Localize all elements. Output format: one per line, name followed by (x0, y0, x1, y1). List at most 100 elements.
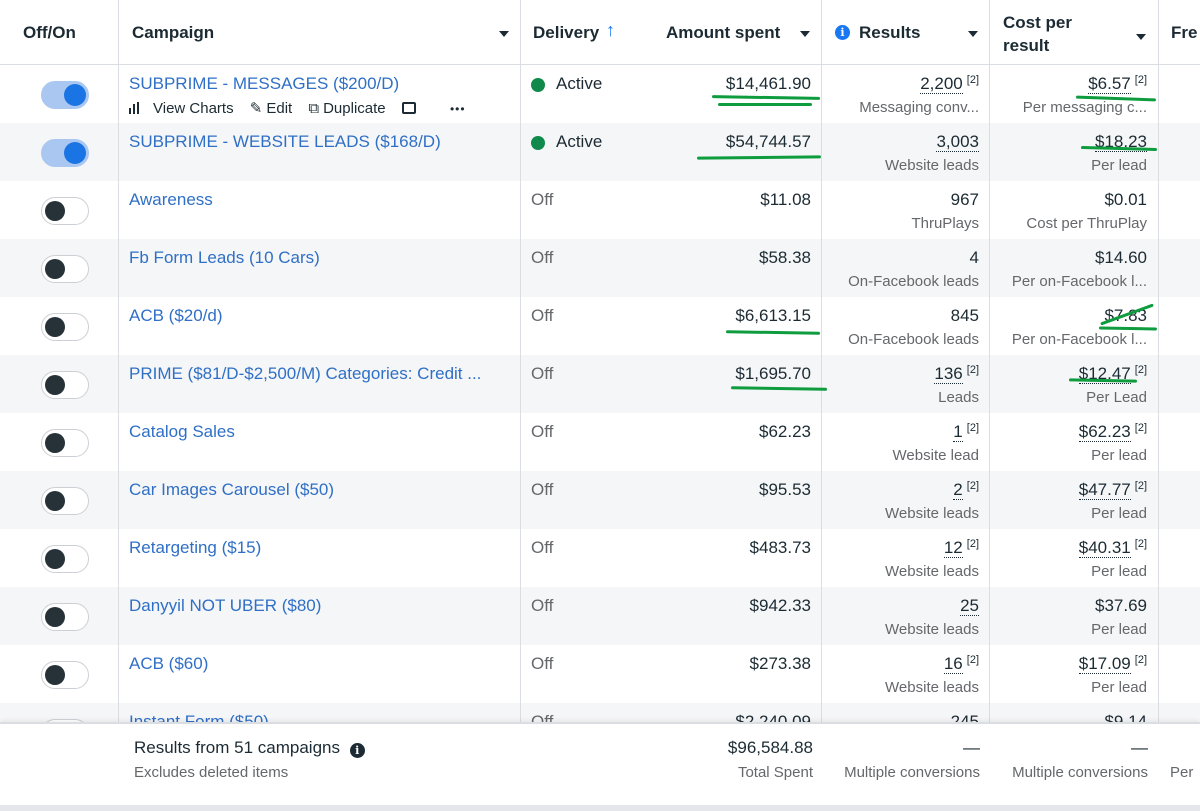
cost-per-result-type: Per messaging c... (1022, 99, 1147, 116)
cost-per-result-value[interactable]: $40.31 [2] (1078, 538, 1147, 558)
chevron-down-icon[interactable] (800, 31, 810, 37)
view-charts-button[interactable]: View Charts (129, 100, 234, 117)
campaign-name-link[interactable]: ACB ($60) (129, 654, 209, 673)
campaign-name-link[interactable]: SUBPRIME - WEBSITE LEADS ($168/D) (129, 132, 441, 151)
amount-spent: $62.23 (759, 422, 811, 441)
campaign-toggle[interactable] (41, 197, 89, 225)
campaign-toggle[interactable] (41, 139, 89, 167)
cost-per-result-value[interactable]: $14.60 (1095, 248, 1147, 268)
info-icon[interactable]: i (835, 25, 850, 40)
campaign-toggle[interactable] (41, 487, 89, 515)
campaign-name-link[interactable]: Awareness (129, 190, 213, 209)
table-row[interactable]: Fb Form Leads (10 Cars) Off $58.38 4 On-Face… (0, 239, 1200, 297)
col-header-cost-per-result[interactable]: Cost per result (990, 0, 1159, 65)
image-icon[interactable] (401, 102, 416, 114)
summary-amount: $96,584.88 (727, 738, 813, 757)
delivery-status: Off (531, 422, 554, 441)
table-row[interactable]: Awareness Off $11.08 967 ThruPlays $0.01 Cost … (0, 181, 1200, 239)
table-row[interactable]: Car Images Carousel ($50) Off $95.53 2 [2] We… (0, 471, 1200, 529)
cost-per-result-value[interactable]: $62.23 [2] (1078, 422, 1147, 442)
delivery-status: Off (531, 248, 554, 267)
col-header-campaign[interactable]: Campaign (119, 0, 521, 65)
result-footnote: [2] (966, 422, 979, 434)
cost-per-result-type: Per lead (1091, 679, 1147, 696)
column-divider (118, 0, 119, 811)
delivery-status: Active (556, 132, 603, 151)
info-icon[interactable]: i (349, 743, 365, 758)
campaign-toggle[interactable] (41, 603, 89, 631)
result-value[interactable]: 25 (960, 596, 979, 616)
cost-per-result-value[interactable]: $6.57 [2] (1088, 74, 1147, 94)
table-row[interactable]: Catalog Sales Off $62.23 1 [2] Website lead $6… (0, 413, 1200, 471)
campaign-name-link[interactable]: SUBPRIME - MESSAGES ($200/D) (129, 74, 400, 93)
chevron-down-icon[interactable] (499, 31, 509, 37)
summary-results-label: Multiple conversions (844, 764, 980, 781)
cpr-footnote: [2] (1134, 364, 1147, 376)
campaign-toggle[interactable] (41, 545, 89, 573)
duplicate-button[interactable]: ⧉ Duplicate (308, 100, 385, 117)
table-row[interactable]: ACB ($20/d) Off $6,613.15 845 On-Facebook le… (0, 297, 1200, 355)
table-row[interactable]: Danyyil NOT UBER ($80) Off $942.33 25 Websit… (0, 587, 1200, 645)
campaign-toggle[interactable] (41, 255, 89, 283)
col-header-off-on[interactable]: Off/On (0, 0, 119, 65)
campaign-toggle[interactable] (41, 313, 89, 341)
campaign-name-link[interactable]: Fb Form Leads (10 Cars) (129, 248, 320, 267)
campaign-name-link[interactable]: Retargeting ($15) (129, 538, 262, 557)
result-value[interactable]: 967 (951, 190, 979, 210)
campaign-toggle[interactable] (41, 661, 89, 689)
table-row[interactable]: Retargeting ($15) Off $483.73 12 [2] Website … (0, 529, 1200, 587)
arrow-up-icon[interactable]: ↑ (606, 20, 615, 40)
col-header-delivery[interactable]: Delivery ↑ (521, 0, 641, 65)
summary-cpr: — (1131, 738, 1148, 757)
col-header-frequency[interactable]: Fre (1159, 0, 1200, 65)
col-header-results[interactable]: i Results (822, 0, 990, 65)
horizontal-scrollbar[interactable] (0, 805, 1200, 811)
chevron-down-icon[interactable] (1136, 34, 1146, 40)
table-row[interactable]: PRIME ($81/D-$2,500/M) Categories: Credi… (0, 355, 1200, 413)
toggle-knob (45, 549, 65, 569)
result-value[interactable]: 2 [2] (953, 480, 979, 500)
amount-spent: $6,613.15 (735, 306, 811, 325)
column-divider (1158, 0, 1159, 811)
result-value[interactable]: 2,200 [2] (920, 74, 979, 94)
cost-per-result-value[interactable]: $0.01 (1104, 190, 1147, 210)
chevron-down-icon[interactable] (968, 31, 978, 37)
cost-per-result-number: $40.31 (1078, 538, 1131, 558)
cost-per-result-value[interactable]: $17.09 [2] (1078, 654, 1147, 674)
more-options-icon[interactable]: ••• (449, 102, 466, 116)
toggle-knob (64, 142, 86, 164)
amount-spent: $1,695.70 (735, 364, 811, 383)
result-value[interactable]: 136 [2] (934, 364, 979, 384)
table-row[interactable]: SUBPRIME - WEBSITE LEADS ($168/D) Active $… (0, 123, 1200, 181)
toggle-knob (45, 317, 65, 337)
result-number: 1 (953, 422, 963, 442)
cpr-footnote: [2] (1134, 422, 1147, 434)
result-value[interactable]: 16 [2] (943, 654, 979, 674)
delivery-status: Off (531, 364, 554, 383)
campaign-toggle[interactable] (41, 371, 89, 399)
cost-per-result-value[interactable]: $47.77 [2] (1078, 480, 1147, 500)
result-value[interactable]: 12 [2] (943, 538, 979, 558)
campaign-name-link[interactable]: ACB ($20/d) (129, 306, 223, 325)
cost-per-result-value[interactable]: $12.47 [2] (1078, 364, 1147, 384)
result-value[interactable]: 4 (970, 248, 979, 268)
campaign-toggle[interactable] (41, 429, 89, 457)
table-row[interactable]: SUBPRIME - MESSAGES ($200/D) View Charts… (0, 65, 1200, 123)
column-divider (989, 0, 990, 811)
campaign-toggle[interactable] (41, 81, 89, 109)
result-value[interactable]: 1 [2] (953, 422, 979, 442)
result-number: 25 (960, 596, 979, 616)
summary-title-text: Results from 51 campaigns (134, 738, 340, 757)
edit-button[interactable]: ✎ Edit (250, 100, 292, 117)
campaign-name-link[interactable]: Car Images Carousel ($50) (129, 480, 335, 499)
campaign-name-link[interactable]: PRIME ($81/D-$2,500/M) Categories: Credi… (129, 364, 482, 383)
table-row[interactable]: ACB ($60) Off $273.38 16 [2] Website leads $17… (0, 645, 1200, 703)
campaign-name-link[interactable]: Catalog Sales (129, 422, 235, 441)
col-header-amount-spent[interactable]: Amount spent (641, 0, 822, 65)
result-value[interactable]: 845 (951, 306, 979, 326)
cost-per-result-value[interactable]: $37.69 (1095, 596, 1147, 616)
cost-per-result-type: Per lead (1091, 157, 1147, 174)
result-value[interactable]: 3,003 (936, 132, 979, 152)
campaign-name-link[interactable]: Danyyil NOT UBER ($80) (129, 596, 322, 615)
